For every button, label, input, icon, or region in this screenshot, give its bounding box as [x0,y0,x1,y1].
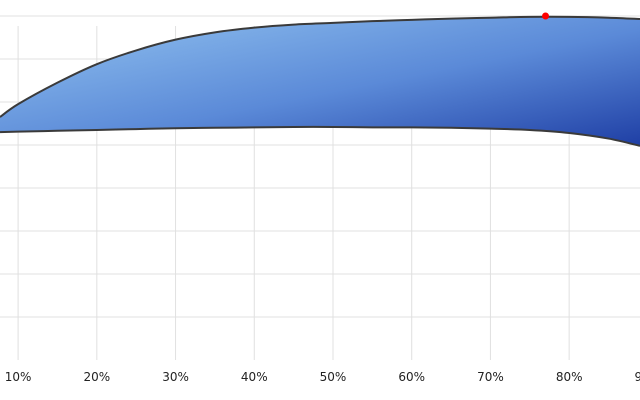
x-tick-label: 40% [241,370,268,384]
x-axis: 10% 20% 30% 40% 50% 60% 70% 80% 90% [5,370,640,384]
lower-boundary-line [0,125,640,147]
x-tick-label: 10% [5,370,32,384]
x-tick-label: 60% [398,370,425,384]
x-tick-label: 80% [556,370,583,384]
x-tick-label: 90% [635,370,640,384]
area-band [0,16,640,146]
x-tick-label: 30% [162,370,189,384]
plot-area [0,12,640,147]
x-tick-label: 70% [477,370,504,384]
x-tick-label: 50% [320,370,347,384]
highlight-point[interactable] [542,12,550,20]
x-tick-label: 20% [83,370,110,384]
upper-boundary-line [0,15,640,118]
